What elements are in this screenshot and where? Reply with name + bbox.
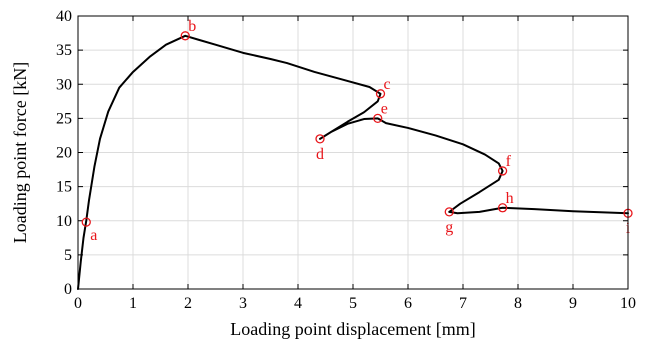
y-tick-label: 5 (64, 247, 72, 264)
y-tick-label: 20 (56, 145, 72, 162)
x-tick-label: 0 (74, 295, 82, 312)
x-tick-label: 4 (294, 295, 302, 312)
point-marker-d (315, 134, 325, 144)
point-marker-g (444, 207, 454, 217)
grid-lines (78, 16, 628, 289)
series-line (77, 34, 629, 290)
x-tick-label: 7 (459, 295, 467, 312)
y-tick-label: 35 (56, 42, 72, 59)
x-tick-label: 10 (620, 295, 636, 312)
point-label-h: h (506, 190, 514, 207)
x-tick-label: 8 (514, 295, 522, 312)
y-axis-ticks: 0 5 10 15 20 25 30 35 40 (56, 8, 628, 298)
point-marker-c (375, 89, 386, 99)
x-tick-label: 5 (349, 295, 357, 312)
y-tick-label: 40 (56, 8, 72, 25)
point-label-e: e (381, 100, 388, 117)
point-label-f: f (506, 153, 512, 170)
point-label-a: a (90, 227, 97, 244)
y-tick-label: 25 (56, 110, 72, 127)
point-marker-h (497, 203, 508, 213)
y-tick-label: 10 (56, 213, 72, 230)
point-marker-f (497, 166, 508, 176)
y-axis-label: Loading point force [kN] (10, 62, 30, 243)
x-tick-label: 1 (129, 295, 137, 312)
plot-frame (77, 15, 629, 290)
point-label-g: g (445, 219, 453, 236)
point-marker-e (373, 113, 383, 124)
x-tick-label: 2 (184, 295, 192, 312)
x-tick-label: 6 (404, 295, 412, 312)
y-tick-label: 0 (64, 281, 72, 298)
x-tick-label: 3 (239, 295, 247, 312)
series-layer (77, 34, 629, 290)
y-tick-label: 15 (56, 179, 72, 196)
x-tick-label: 9 (569, 295, 577, 312)
point-label-b: b (188, 18, 196, 35)
x-axis-label: Loading point displacement [mm] (230, 319, 475, 339)
x-axis-ticks: 0 1 2 3 4 5 6 7 8 9 10 (74, 16, 636, 312)
point-label-c: c (384, 76, 391, 93)
y-tick-label: 30 (56, 76, 72, 93)
point-marker-a (81, 217, 91, 227)
point-marker-b (180, 31, 190, 41)
point-label-d: d (316, 146, 324, 163)
